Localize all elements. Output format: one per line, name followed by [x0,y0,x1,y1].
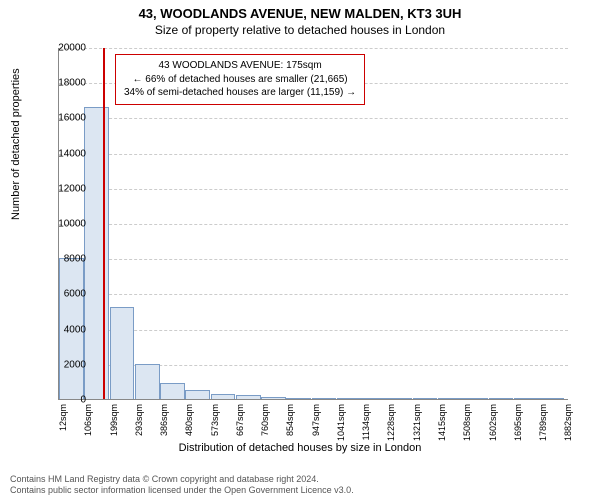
y-tick-label: 6000 [46,289,86,300]
y-tick-label: 20000 [46,43,86,54]
y-tick-label: 18000 [46,78,86,89]
x-tick-label: 1882sqm [563,404,573,444]
x-tick-label: 1789sqm [538,404,548,444]
histogram-bar [514,398,539,399]
x-tick-label: 1228sqm [386,404,396,444]
y-tick-label: 8000 [46,254,86,265]
x-tick-label: 573sqm [210,404,220,444]
histogram-bar [185,390,210,399]
x-tick-label: 106sqm [83,404,93,444]
x-tick-label: 480sqm [184,404,194,444]
histogram-bar [362,398,387,399]
y-axis-label: Number of detached properties [10,68,22,220]
y-tick-label: 12000 [46,183,86,194]
gridline [59,330,568,331]
annotation-line: 43 WOODLANDS AVENUE: 175sqm [124,59,356,73]
x-tick-label: 293sqm [134,404,144,444]
footer-attribution: Contains HM Land Registry data © Crown c… [10,474,354,497]
x-tick-label: 760sqm [260,404,270,444]
histogram-bar [337,398,362,399]
histogram-bar [84,107,109,399]
x-tick-label: 947sqm [311,404,321,444]
x-tick-label: 1321sqm [412,404,422,444]
histogram-bar [489,398,514,399]
x-tick-label: 1134sqm [361,404,371,444]
histogram-bar [211,394,236,399]
annotation-line: ← 66% of detached houses are smaller (21… [124,73,356,87]
plot-region: 43 WOODLANDS AVENUE: 175sqm← 66% of deta… [58,48,568,400]
x-tick-label: 199sqm [109,404,119,444]
gridline [59,294,568,295]
histogram-bar [135,364,160,399]
gridline [59,189,568,190]
annotation-line: 34% of semi-detached houses are larger (… [124,86,356,100]
y-tick-label: 4000 [46,324,86,335]
gridline [59,48,568,49]
gridline [59,154,568,155]
histogram-bar [387,398,412,399]
histogram-bar [539,398,564,399]
histogram-bar [261,397,286,399]
histogram-bar [110,307,135,399]
x-tick-label: 1695sqm [513,404,523,444]
x-tick-label: 1602sqm [488,404,498,444]
histogram-bar [160,383,185,399]
x-tick-label: 1041sqm [336,404,346,444]
x-tick-label: 667sqm [235,404,245,444]
y-tick-label: 2000 [46,359,86,370]
gridline [59,224,568,225]
x-tick-label: 1508sqm [462,404,472,444]
x-tick-label: 386sqm [159,404,169,444]
footer-line-2: Contains public sector information licen… [10,485,354,496]
y-tick-label: 16000 [46,113,86,124]
annotation-box: 43 WOODLANDS AVENUE: 175sqm← 66% of deta… [115,54,365,105]
gridline [59,259,568,260]
chart-title-sub: Size of property relative to detached ho… [0,21,600,37]
chart-title-main: 43, WOODLANDS AVENUE, NEW MALDEN, KT3 3U… [0,0,600,21]
x-tick-label: 1415sqm [437,404,447,444]
histogram-bar [463,398,488,399]
y-tick-label: 14000 [46,148,86,159]
histogram-bar [286,398,311,399]
histogram-bar [236,395,261,399]
x-tick-label: 12sqm [58,404,68,444]
histogram-bar [312,398,337,399]
footer-line-1: Contains HM Land Registry data © Crown c… [10,474,354,485]
gridline [59,118,568,119]
x-tick-label: 854sqm [285,404,295,444]
histogram-bar [438,398,463,399]
histogram-bar [413,398,438,399]
y-tick-label: 10000 [46,219,86,230]
chart-area: 43 WOODLANDS AVENUE: 175sqm← 66% of deta… [58,48,568,400]
property-marker-line [103,48,105,399]
